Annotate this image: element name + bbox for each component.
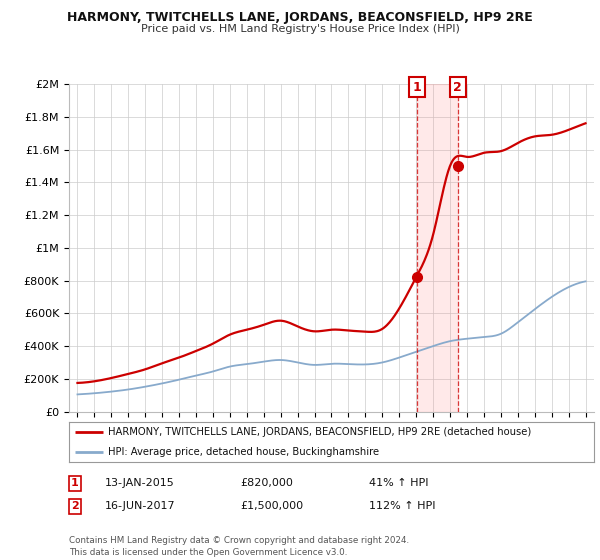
- Text: Price paid vs. HM Land Registry's House Price Index (HPI): Price paid vs. HM Land Registry's House …: [140, 24, 460, 34]
- Text: 2: 2: [454, 81, 462, 94]
- Text: HARMONY, TWITCHELLS LANE, JORDANS, BEACONSFIELD, HP9 2RE: HARMONY, TWITCHELLS LANE, JORDANS, BEACO…: [67, 11, 533, 24]
- Text: £820,000: £820,000: [240, 478, 293, 488]
- Text: 112% ↑ HPI: 112% ↑ HPI: [369, 501, 436, 511]
- Text: Contains HM Land Registry data © Crown copyright and database right 2024.
This d: Contains HM Land Registry data © Crown c…: [69, 536, 409, 557]
- Bar: [417, 84, 458, 412]
- Text: HARMONY, TWITCHELLS LANE, JORDANS, BEACONSFIELD, HP9 2RE (detached house): HARMONY, TWITCHELLS LANE, JORDANS, BEACO…: [109, 427, 532, 437]
- Text: 2: 2: [71, 501, 79, 511]
- Text: 16-JUN-2017: 16-JUN-2017: [105, 501, 176, 511]
- Text: HPI: Average price, detached house, Buckinghamshire: HPI: Average price, detached house, Buck…: [109, 447, 380, 458]
- Text: £1,500,000: £1,500,000: [240, 501, 303, 511]
- Text: 1: 1: [71, 478, 79, 488]
- Text: 13-JAN-2015: 13-JAN-2015: [105, 478, 175, 488]
- Text: 1: 1: [412, 81, 421, 94]
- Text: 41% ↑ HPI: 41% ↑ HPI: [369, 478, 428, 488]
